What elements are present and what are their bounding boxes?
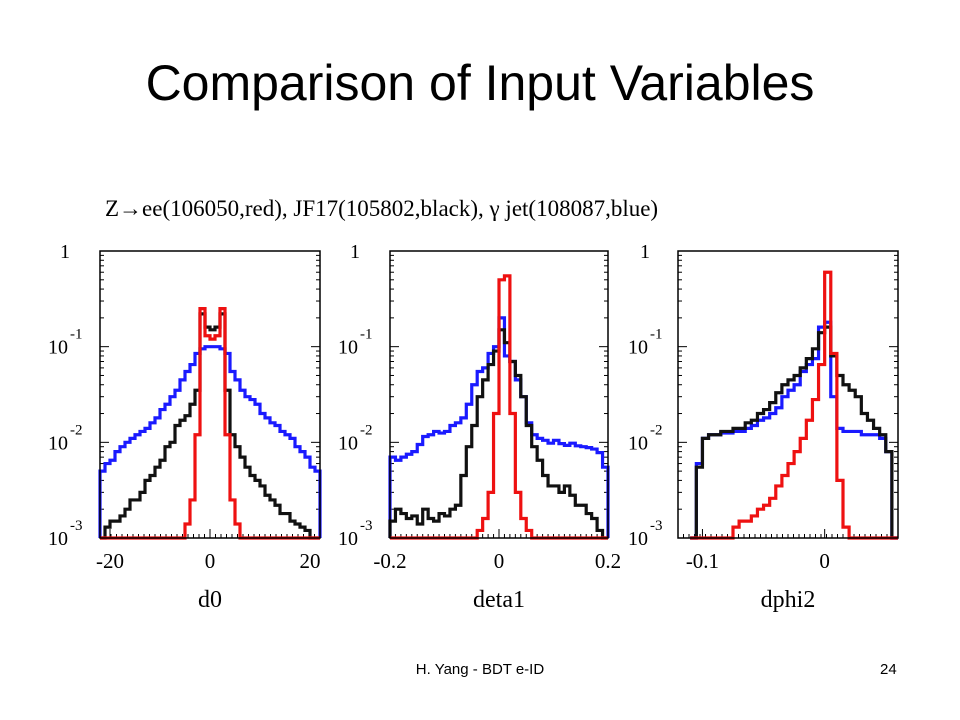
y-tick-label: 10 xyxy=(48,432,68,454)
y-tick-exponent: -3 xyxy=(650,518,663,534)
figure-caption: Z→ee(106050,red), JF17(105802,black), γ … xyxy=(105,196,659,221)
plot-frame xyxy=(677,250,899,539)
y-tick-label: 1 xyxy=(60,241,70,263)
x-axis-label: d0 xyxy=(198,587,222,613)
series-blue xyxy=(690,320,898,540)
y-tick-exponent: -1 xyxy=(70,327,83,343)
series-black xyxy=(100,312,320,540)
x-tick-label: 0.2 xyxy=(595,549,621,573)
y-tick-label: 10 xyxy=(48,337,68,359)
footer-author: H. Yang - BDT e-ID xyxy=(415,661,545,678)
series-red xyxy=(100,306,320,540)
y-tick-label: 10 xyxy=(628,528,648,550)
plot-frame xyxy=(99,250,321,539)
y-tick-label: 10 xyxy=(338,432,358,454)
x-tick-label: -0.2 xyxy=(373,549,406,573)
y-tick-label: 10 xyxy=(628,337,648,359)
x-tick-label: 0 xyxy=(205,549,216,573)
y-tick-label: 10 xyxy=(48,528,68,550)
slide-title: Comparison of Input Variables xyxy=(145,55,815,111)
x-axis-label: deta1 xyxy=(473,587,525,613)
y-tick-exponent: -2 xyxy=(650,422,663,438)
x-axis-label: dphi2 xyxy=(761,587,816,613)
y-tick-label: 1 xyxy=(350,241,360,263)
series-blue xyxy=(98,345,322,538)
x-tick-label: -0.1 xyxy=(686,549,719,573)
y-tick-exponent: -2 xyxy=(360,422,373,438)
y-tick-exponent: -2 xyxy=(70,422,83,438)
plot-frame xyxy=(389,250,609,539)
y-tick-label: 10 xyxy=(338,337,358,359)
x-tick-label: 0 xyxy=(494,549,505,573)
x-tick-label: -20 xyxy=(96,549,124,573)
page-number: 24 xyxy=(880,661,897,678)
series-black xyxy=(690,325,898,540)
series-red xyxy=(690,270,898,540)
y-tick-exponent: -3 xyxy=(360,518,373,534)
y-tick-exponent: -1 xyxy=(360,327,373,343)
y-tick-label: 10 xyxy=(338,528,358,550)
series-black xyxy=(388,328,608,540)
y-tick-label: 10 xyxy=(628,432,648,454)
x-tick-label: 20 xyxy=(300,549,321,573)
y-tick-exponent: -1 xyxy=(650,327,663,343)
y-tick-exponent: -3 xyxy=(70,518,83,534)
y-tick-label: 1 xyxy=(640,241,650,263)
x-tick-label: 0 xyxy=(819,549,830,573)
